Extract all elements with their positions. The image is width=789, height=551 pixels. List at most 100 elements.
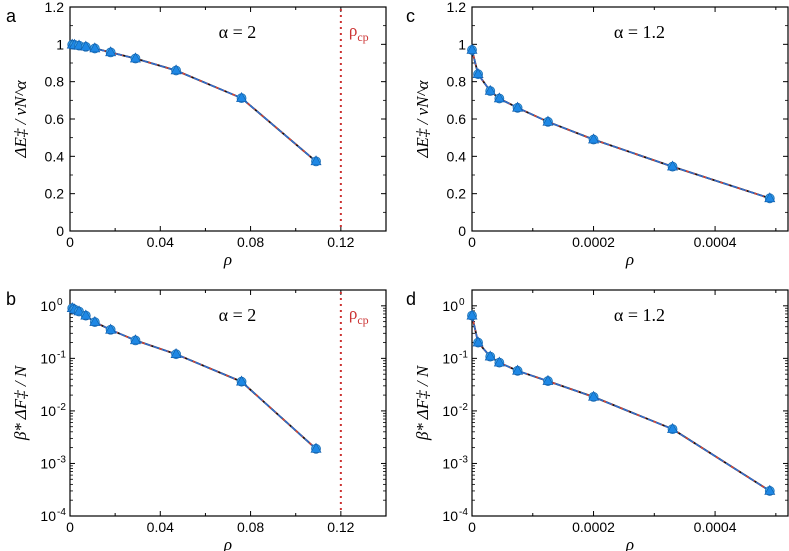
data-point-triangle bbox=[236, 375, 248, 386]
x-tick-label: 0.0004 bbox=[694, 234, 737, 250]
x-axis-title: ρ bbox=[625, 250, 634, 269]
x-tick-label: 0 bbox=[468, 519, 476, 535]
y-tick-label: 10 bbox=[442, 508, 458, 524]
panel-letter: c bbox=[406, 6, 415, 26]
y-tick-label: 10 bbox=[40, 350, 56, 366]
y-tick-exponent: -2 bbox=[57, 402, 66, 413]
data-point-triangle bbox=[236, 91, 248, 102]
data-point-triangle bbox=[493, 92, 505, 103]
data-point-triangle bbox=[472, 336, 484, 347]
series-line-blue bbox=[471, 315, 771, 492]
y-tick-label: 10 bbox=[40, 403, 56, 419]
y-tick-exponent: -4 bbox=[57, 507, 66, 518]
data-point-triangle bbox=[80, 40, 92, 51]
data-point-triangle bbox=[73, 305, 85, 316]
plot-frame bbox=[69, 289, 387, 517]
panel-c: c 0 0.0002 0.0004 0 0.2 0.4 0.6 0.8 1 1.2 ρ ΔE‡ / νN… bbox=[406, 0, 789, 269]
x-axis-title: ρ bbox=[223, 535, 232, 551]
y-tick-label: 0.2 bbox=[447, 186, 467, 202]
panel-letter: a bbox=[6, 6, 17, 26]
y-tick-label: 1.2 bbox=[45, 0, 65, 15]
data-point-triangle bbox=[667, 423, 679, 433]
y-tick-exponent: 0 bbox=[459, 297, 465, 308]
y-tick-label: 10 bbox=[442, 403, 458, 419]
data-point-triangle bbox=[170, 64, 182, 75]
x-tick-label: 0.04 bbox=[147, 234, 174, 250]
data-point-triangle bbox=[484, 84, 496, 95]
data-point-triangle bbox=[105, 46, 117, 57]
data-point-triangle bbox=[310, 155, 322, 166]
series-line-blue bbox=[72, 44, 317, 162]
data-point-triangle bbox=[588, 133, 600, 144]
x-tick-label: 0 bbox=[66, 234, 74, 250]
y-axis-title: β* ΔF‡ / N bbox=[413, 364, 432, 441]
data-point-triangle bbox=[129, 52, 141, 63]
data-point-triangle bbox=[667, 160, 679, 171]
x-axis-title: ρ bbox=[223, 250, 232, 269]
x-tick-label: 0.08 bbox=[237, 234, 264, 250]
y-tick-label: 0.6 bbox=[45, 111, 65, 127]
series-line-red bbox=[471, 315, 771, 492]
y-axis-title: ΔE‡ / νN^α bbox=[413, 79, 432, 158]
y-tick-label: 10 bbox=[442, 298, 458, 314]
series-line-black bbox=[471, 49, 771, 200]
y-axis-title: β* ΔF‡ / N bbox=[11, 364, 30, 441]
alpha-annotation: α = 1.2 bbox=[614, 305, 665, 325]
y-tick-label: 10 bbox=[442, 350, 458, 366]
data-point-triangle bbox=[170, 348, 182, 359]
data-point-triangle bbox=[512, 101, 524, 112]
y-tick-label: 0.8 bbox=[45, 74, 65, 90]
x-tick-label: 0.0004 bbox=[694, 519, 737, 535]
y-tick-exponent: -3 bbox=[57, 454, 66, 465]
series-line-red bbox=[72, 44, 317, 162]
panel-letter: b bbox=[6, 289, 16, 309]
data-point-triangle bbox=[484, 350, 496, 361]
y-tick-label: 1 bbox=[56, 36, 64, 52]
data-point-triangle bbox=[89, 42, 101, 53]
data-point-triangle bbox=[588, 390, 600, 401]
y-tick-label: 0.8 bbox=[447, 74, 467, 90]
x-tick-label: 0.0002 bbox=[572, 519, 615, 535]
data-point-triangle bbox=[542, 374, 554, 385]
data-point-triangle bbox=[542, 115, 554, 126]
y-tick-label: 0.4 bbox=[447, 148, 467, 164]
panel-a: a 0 0.04 0.08 0.12 0 0.2 0.4 0.6 0.8 1 1.2 ρ ΔE‡ / νN… bbox=[6, 0, 387, 269]
data-point-triangle bbox=[472, 68, 484, 78]
y-tick-label: 10 bbox=[40, 455, 56, 471]
x-tick-label: 0.12 bbox=[327, 519, 354, 535]
y-tick-label: 10 bbox=[40, 508, 56, 524]
y-tick-label: 0.6 bbox=[447, 111, 467, 127]
y-tick-exponent: -1 bbox=[57, 349, 66, 360]
data-point-triangle bbox=[466, 309, 478, 320]
y-tick-exponent: 0 bbox=[57, 297, 63, 308]
y-tick-exponent: -3 bbox=[459, 454, 468, 465]
y-tick-label: 0 bbox=[458, 223, 466, 239]
data-point-triangle bbox=[466, 43, 478, 54]
series-line-black bbox=[72, 43, 317, 163]
data-point-triangle bbox=[512, 364, 524, 375]
y-tick-exponent: -4 bbox=[459, 507, 468, 518]
plot-frame bbox=[471, 289, 789, 517]
x-tick-label: 0.12 bbox=[327, 234, 354, 250]
y-tick-label: 10 bbox=[40, 298, 56, 314]
y-tick-label: 10 bbox=[442, 455, 458, 471]
panel-letter: d bbox=[406, 289, 416, 309]
x-tick-label: 0.08 bbox=[237, 519, 264, 535]
series-line-black bbox=[471, 315, 771, 492]
y-tick-exponent: -1 bbox=[459, 349, 468, 360]
y-tick-label: 0.4 bbox=[45, 148, 65, 164]
y-tick-label: 0 bbox=[56, 223, 64, 239]
data-point-triangle bbox=[493, 356, 505, 367]
data-point-triangle bbox=[89, 315, 101, 326]
data-point-triangle bbox=[105, 323, 117, 334]
data-point-triangle bbox=[310, 442, 322, 453]
x-tick-label: 0.04 bbox=[147, 519, 174, 535]
x-tick-label: 0.0002 bbox=[572, 234, 615, 250]
x-axis-title: ρ bbox=[625, 535, 634, 551]
y-tick-label: 0.2 bbox=[45, 186, 65, 202]
critical-density-subscript: cp bbox=[357, 30, 368, 44]
critical-density-subscript: cp bbox=[357, 313, 368, 327]
